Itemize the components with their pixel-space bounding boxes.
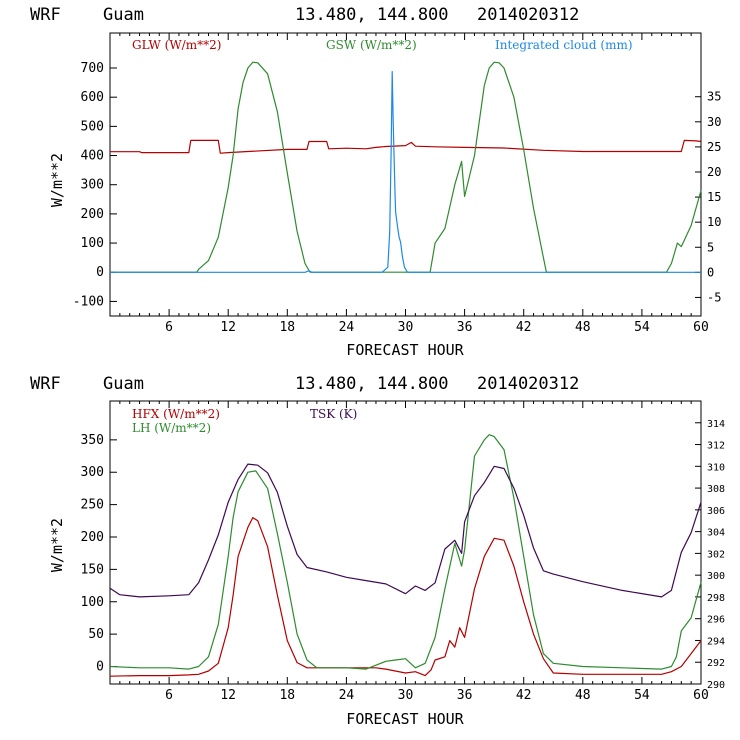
panel2-series [109,434,702,677]
panel2-x-tick-label: 42 [516,688,532,703]
panel1-y-tick-label: 500 [81,119,104,134]
panel2-y-tick-label: 350 [81,433,104,448]
panel2-y2-tick-label: 292 [707,658,725,669]
panel1-y2-axis: -5 0 5 10 15 20 25 30 35 [695,90,721,304]
panel1-y-tick-label: 200 [81,207,104,222]
panel2-init-time-label: 2014020312 [477,374,579,394]
panel1-series [110,61,702,273]
panel2-y-tick-label: 150 [81,562,104,577]
panel2-legend-hfx: HFX (W/m**2) [132,407,220,421]
panel1-legend-cloud: Integrated cloud (mm) [495,38,633,52]
panel2-x-tick-label: 18 [279,688,295,703]
panel1-y-tick-label: -100 [73,294,104,309]
panel2-x-tick-label: 12 [220,688,236,703]
panel2-y2-tick-label: 306 [707,506,725,517]
panel2-y2-tick-label: 294 [707,636,725,647]
panel2-y2-tick-label: 300 [707,571,725,582]
panel1-model-label: WRF [30,5,61,25]
panel2-model-label: WRF [30,374,61,394]
panel2-y2-axis: 290 292 294 296 298 300 302 304 306 308 310 312 314 [695,419,725,691]
panel1-x-tick-label: 12 [220,320,236,335]
panel2-y2-tick-label: 302 [707,549,725,560]
panel2-x-tick-label: 54 [634,688,650,703]
panel1-init-time-label: 2014020312 [477,5,579,25]
panel1-header: WRF Guam 13.480, 144.800 2014020312 [30,5,579,25]
panel2-x-tick-label: 6 [165,688,173,703]
panel2-y2-tick-label: 298 [707,593,725,604]
panel2-y-tick-label: 200 [81,530,104,545]
panel2-y-tick-label: 250 [81,498,104,513]
panel1-legend-gsw: GSW (W/m**2) [326,38,417,52]
panel1-x-tick-label: 54 [634,320,650,335]
panel2-y2-tick-label: 304 [707,528,725,539]
panel2-y-tick-label: 0 [96,660,104,675]
panel2-y-tick-label: 300 [81,465,104,480]
panel1-legend-glw: GLW (W/m**2) [132,38,221,52]
panel2-header: WRF Guam 13.480, 144.800 2014020312 [30,374,579,394]
panel1-x-tick-label: 24 [339,320,355,335]
panel1-y-tick-label: 0 [96,265,104,280]
panel2-y-tick-label: 100 [81,595,104,610]
panel1-x-tick-label: 18 [279,320,295,335]
panel1-x-tick-label: 42 [516,320,532,335]
panel1-plot: 6 12 18 24 30 36 42 48 54 60 -1000100200300400500… [48,32,721,359]
panel2-x-tick-label: 30 [398,688,414,703]
panel2-x-axis-title: FORECAST HOUR [346,710,464,728]
panel2-legend-lh: LH (W/m**2) [132,421,211,435]
panel1-x-axis: 6 12 18 24 30 36 42 48 54 60 [119,33,709,335]
panel1-x-tick-label: 30 [398,320,414,335]
panel1-y2-tick-label: 35 [707,90,721,104]
panel2-y-tick-label: 50 [88,627,104,642]
panel2-y-axis-title: W/m**2 [48,518,66,572]
panel1-y2-tick-label: 25 [707,140,721,154]
panel1-y-tick-label: 300 [81,178,104,193]
panel2-x-axis: 6 12 18 24 30 36 42 48 54 60 [119,401,709,703]
panel2-y2-tick-label: 308 [707,484,725,495]
panel1-y-tick-label: 100 [81,236,104,251]
panel1-x-tick-label: 6 [165,320,173,335]
panel1-y-tick-label: 600 [81,90,104,105]
panel2-y2-tick-label: 314 [707,419,725,430]
panel2-series-tsk-line [109,463,702,598]
panel1-frame [109,32,702,317]
panel1-series-glw-line [110,139,702,154]
panel2-x-tick-label: 24 [339,688,355,703]
panel1-y2-tick-label: 15 [707,190,721,204]
panel2-x-tick-label: 36 [457,688,473,703]
panel2-x-tick-label: 48 [575,688,591,703]
panel1-x-tick-label: 60 [693,320,709,335]
panel2-series-hfx-line [109,517,702,677]
panel1-coords-label: 13.480, 144.800 [295,5,449,25]
panel1-y2-tick-label: 10 [707,215,721,229]
panel2-frame [109,400,702,685]
panel1-x-tick-label: 48 [575,320,591,335]
panel1-y2-tick-label: 5 [707,240,714,254]
panel2-y2-tick-label: 290 [707,680,725,691]
panel2-plot: 6 12 18 24 30 36 42 48 54 60 0 50 100 150 200 250 300 35… [48,400,725,728]
panel2-legend-tsk: TSK (K) [310,407,357,421]
panel2-y2-tick-label: 310 [707,462,725,473]
panel1-y-axis-title: W/m**2 [48,153,66,207]
panel1-y-tick-label: 400 [81,149,104,164]
panel1-y2-tick-label: 20 [707,165,721,179]
panel1-series-integrated-line [110,71,701,273]
panel2-y2-tick-label: 296 [707,615,725,626]
panel2-series-lh-line [109,434,702,670]
panel1-location-label: Guam [103,5,144,25]
panel2-location-label: Guam [103,374,144,394]
panel1-y2-tick-label: 0 [707,265,714,279]
panel1-y2-tick-label: -5 [707,290,721,304]
panel2-x-tick-label: 60 [693,688,709,703]
panel2-coords-label: 13.480, 144.800 [295,374,449,394]
panel2-y-axis: 0 50 100 150 200 250 300 350 [81,433,117,675]
panel1-y2-tick-label: 30 [707,115,721,129]
panel1-y-tick-label: 700 [81,61,104,76]
panel1-x-axis-title: FORECAST HOUR [346,341,464,359]
panel2-y2-tick-label: 312 [707,441,725,452]
panel1-x-tick-label: 36 [457,320,473,335]
panel1-series-gsw-line [110,61,702,273]
